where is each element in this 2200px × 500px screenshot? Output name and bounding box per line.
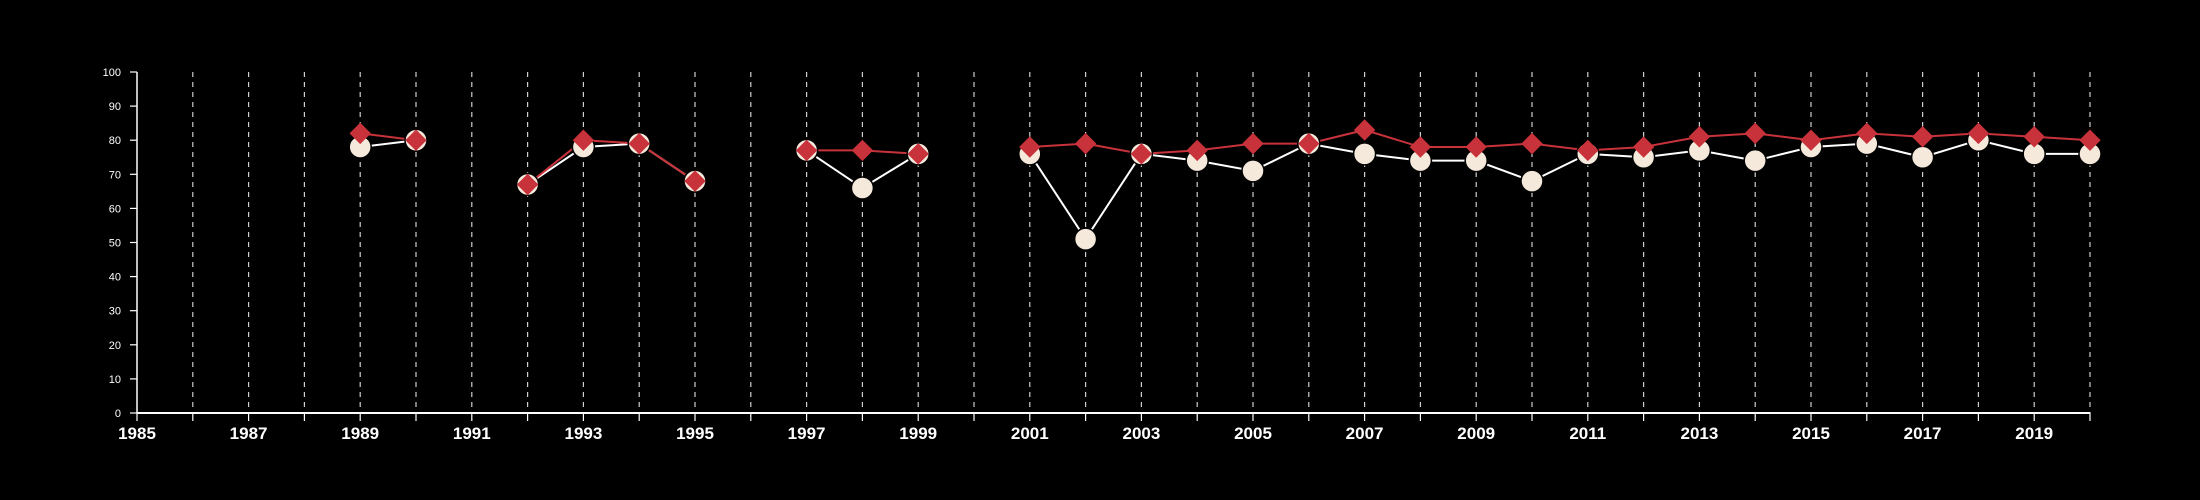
x-tick-label-2005: 2005 [1234, 424, 1272, 443]
circle-marker-2002 [1073, 227, 1098, 251]
y-tick-label-50: 50 [109, 238, 121, 250]
diamond-marker-2011 [1577, 139, 1599, 162]
y-tick-label-10: 10 [109, 374, 121, 386]
x-tick-label-1989: 1989 [341, 424, 379, 443]
x-tick-label-2019: 2019 [2015, 424, 2053, 443]
diamond-marker-2018 [1967, 122, 1990, 145]
x-tick-label-1999: 1999 [899, 424, 937, 443]
diamond-marker-1993 [572, 129, 595, 151]
x-tick-label-1995: 1995 [676, 424, 714, 443]
circle-marker-2007 [1352, 142, 1377, 166]
circle-marker-2010 [1520, 169, 1544, 193]
diamond-marker-2003 [1130, 143, 1153, 165]
y-tick-label-30: 30 [109, 306, 121, 318]
x-tick-label-1993: 1993 [564, 424, 602, 443]
diamond-marker-2008 [1409, 136, 1432, 158]
diamond-marker-2005 [1242, 132, 1264, 155]
diamond-marker-2020 [2079, 129, 2101, 151]
series-diamond-line-segment-1 [526, 139, 696, 186]
diamond-marker-2010 [1521, 132, 1543, 155]
grid-lines [192, 72, 2091, 413]
diamond-marker-2001 [1019, 136, 1041, 158]
axes: 0 10 20 30 40 50 60 70 80 90 100 1985 1987 1989 1991 19… [103, 67, 2091, 443]
diamond-marker-2012 [1632, 136, 1655, 158]
y-tick-label-100: 100 [103, 67, 121, 79]
diamond-marker-2004 [1186, 139, 1208, 162]
x-tick-label-2011: 2011 [1569, 424, 1606, 443]
y-tick-label-90: 90 [109, 101, 121, 113]
diamond-marker-2016 [1856, 122, 1878, 145]
diamond-marker-2002 [1074, 132, 1097, 155]
x-tick-label-2015: 2015 [1792, 424, 1830, 443]
diamond-marker-2013 [1688, 126, 1711, 148]
x-tick-label-2001: 2001 [1011, 424, 1049, 443]
diamond-marker-1994 [628, 132, 650, 155]
diamond-marker-1999 [907, 143, 929, 165]
circle-marker-2014 [1743, 148, 1767, 173]
diamond-marker-1990 [405, 129, 427, 151]
diamond-marker-1989 [349, 122, 371, 145]
y-tick-label-80: 80 [109, 135, 121, 147]
diamond-marker-2014 [1744, 122, 1766, 145]
x-tick-label-2009: 2009 [1457, 424, 1495, 443]
x-tick-label-2003: 2003 [1122, 424, 1160, 443]
x-tick-label-1991: 1991 [453, 424, 491, 443]
diamond-marker-1998 [851, 139, 874, 162]
x-tick-label-2013: 2013 [1680, 424, 1718, 443]
y-tick-label-70: 70 [109, 169, 121, 181]
diamond-marker-1997 [795, 139, 818, 162]
circle-marker-2005 [1241, 159, 1265, 183]
y-tick-label-0: 0 [115, 408, 121, 420]
diamond-marker-2007 [1353, 119, 1376, 141]
diamond-marker-1992 [516, 173, 539, 196]
diamond-marker-2019 [2023, 126, 2045, 148]
series-layer [348, 119, 2102, 251]
x-tick-label-1985: 1985 [118, 424, 156, 443]
y-tick-label-40: 40 [109, 272, 121, 284]
diamond-marker-2015 [1800, 129, 1822, 151]
diamond-marker-2017 [1911, 126, 1934, 148]
y-tick-label-20: 20 [109, 340, 121, 352]
diamond-marker-1995 [684, 170, 706, 192]
x-tick-label-2007: 2007 [1346, 424, 1384, 443]
circle-marker-2017 [1910, 145, 1935, 169]
y-tick-label-60: 60 [109, 203, 121, 215]
x-tick-label-1987: 1987 [230, 424, 268, 443]
diamond-marker-2009 [1465, 136, 1487, 158]
diamond-marker-2006 [1298, 132, 1320, 155]
x-tick-label-1997: 1997 [788, 424, 826, 443]
circle-marker-1998 [850, 176, 875, 200]
x-tick-label-2017: 2017 [1904, 424, 1942, 443]
